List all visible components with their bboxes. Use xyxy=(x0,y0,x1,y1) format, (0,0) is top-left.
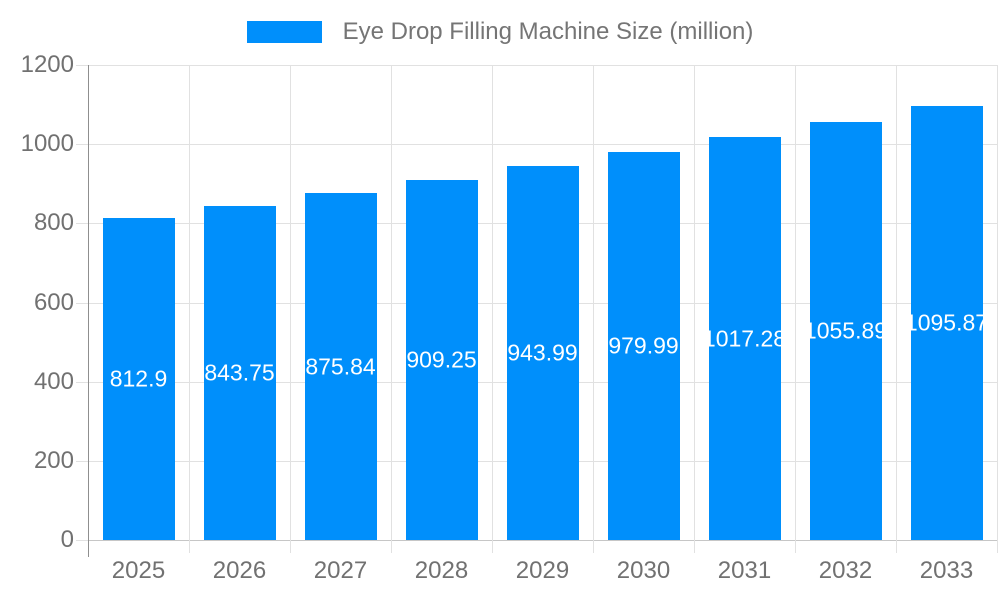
gridline-v xyxy=(694,65,695,553)
y-axis-tick xyxy=(76,381,88,383)
x-axis-label: 2031 xyxy=(717,557,772,584)
bar[interactable] xyxy=(405,180,478,540)
bar[interactable] xyxy=(708,137,781,540)
y-axis-tick xyxy=(76,65,88,66)
x-axis-label: 2025 xyxy=(111,557,166,584)
gridline-h xyxy=(88,540,997,541)
y-axis-label: 1200 xyxy=(20,51,74,78)
y-axis-label: 1000 xyxy=(20,130,74,158)
x-axis-label: 2027 xyxy=(313,557,368,584)
x-axis-label: 2029 xyxy=(515,557,570,584)
gridline-v xyxy=(593,65,594,553)
gridline-v xyxy=(997,65,998,553)
bar[interactable] xyxy=(506,166,579,540)
gridline-h xyxy=(88,144,997,146)
y-axis-line xyxy=(88,65,89,557)
gridline-h xyxy=(88,65,997,66)
y-axis-tick xyxy=(76,460,88,462)
bar[interactable] xyxy=(102,218,175,540)
x-axis-label: 2030 xyxy=(616,557,671,584)
gridline-v xyxy=(795,65,796,553)
x-axis-label: 2032 xyxy=(818,557,873,584)
bar[interactable] xyxy=(304,193,377,540)
y-axis-label: 800 xyxy=(33,209,74,237)
y-axis-label: 400 xyxy=(33,367,74,395)
gridline-v xyxy=(290,65,291,553)
y-axis-tick xyxy=(76,223,88,225)
y-axis-tick xyxy=(76,144,88,146)
y-axis-tick xyxy=(76,540,88,541)
bar[interactable] xyxy=(203,206,276,540)
gridline-v xyxy=(896,65,897,553)
x-axis-label: 2026 xyxy=(212,557,267,584)
x-axis-label: 2033 xyxy=(919,557,974,584)
gridline-v xyxy=(492,65,493,553)
bar[interactable] xyxy=(910,106,983,540)
plot-area: 812.9 843.75 875.84 909.25 943.99 979.99 1017.… xyxy=(88,65,998,553)
bar[interactable] xyxy=(809,122,882,540)
y-axis-label: 600 xyxy=(33,288,74,316)
gridline-v xyxy=(189,65,190,553)
gridline-v xyxy=(391,65,392,553)
legend-swatch xyxy=(246,21,322,43)
bar[interactable] xyxy=(607,152,680,540)
y-axis-label: 0 xyxy=(60,526,74,553)
legend[interactable]: Eye Drop Filling Machine Size (million) xyxy=(0,18,1000,46)
x-axis-label: 2028 xyxy=(414,557,469,584)
legend-label: Eye Drop Filling Machine Size (million) xyxy=(342,18,754,45)
y-axis-label: 200 xyxy=(33,446,74,474)
y-axis-tick xyxy=(76,302,88,304)
